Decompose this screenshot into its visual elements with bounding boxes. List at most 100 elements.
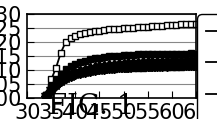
- sample e: [151, 59, 153, 61]
- sample e: [112, 62, 115, 63]
- sample c: [79, 72, 81, 74]
- sample d: [55, 84, 57, 86]
- sample c: [122, 67, 125, 69]
- sample d: [189, 64, 192, 66]
- sample b: [180, 66, 182, 67]
- sample a: [117, 28, 120, 29]
- sample a: [146, 26, 149, 27]
- sample a: [50, 79, 53, 80]
- sample b: [93, 69, 96, 71]
- sample a: [64, 41, 67, 43]
- sample d: [93, 69, 96, 71]
- sample c: [74, 74, 76, 75]
- sample f: [64, 69, 67, 70]
- sample c: [136, 67, 139, 68]
- sample a: [79, 34, 81, 35]
- sample f: [98, 57, 100, 59]
- sample f: [136, 54, 139, 55]
- sample c: [59, 80, 62, 82]
- Text: FIG. 1: FIG. 1: [48, 93, 134, 119]
- sample b: [59, 79, 62, 80]
- sample e: [88, 66, 91, 67]
- sample e: [103, 63, 105, 64]
- sample c: [84, 71, 86, 73]
- sample b: [45, 94, 48, 96]
- sample b: [132, 67, 134, 69]
- sample d: [45, 95, 48, 96]
- sample e: [136, 60, 139, 61]
- sample a: [93, 31, 96, 32]
- sample e: [64, 75, 67, 76]
- sample c: [151, 66, 153, 67]
- sample d: [151, 65, 153, 67]
- sample a: [88, 31, 91, 33]
- sample f: [55, 79, 57, 80]
- sample a: [55, 67, 57, 68]
- sample d: [146, 65, 149, 67]
- sample b: [146, 67, 149, 68]
- sample c: [64, 77, 67, 79]
- sample c: [146, 66, 149, 68]
- sample e: [194, 58, 197, 60]
- sample d: [122, 66, 125, 68]
- sample b: [112, 68, 115, 69]
- sample e: [160, 59, 163, 61]
- sample e: [141, 60, 144, 61]
- sample f: [165, 53, 168, 55]
- sample e: [122, 61, 125, 62]
- sample f: [141, 54, 144, 55]
- sample b: [64, 76, 67, 77]
- sample e: [55, 82, 57, 84]
- sample a: [127, 27, 129, 29]
- sample a: [84, 32, 86, 34]
- sample d: [64, 78, 67, 79]
- sample c: [50, 89, 53, 90]
- sample e: [93, 65, 96, 66]
- sample b: [50, 87, 53, 89]
- sample a: [165, 25, 168, 26]
- Line: sample c: sample c: [41, 61, 200, 100]
- sample e: [175, 59, 177, 60]
- sample f: [189, 53, 192, 54]
- sample f: [93, 58, 96, 59]
- sample a: [112, 28, 115, 30]
- sample b: [55, 82, 57, 84]
- sample f: [160, 53, 163, 55]
- sample b: [165, 66, 168, 68]
- sample a: [141, 26, 144, 28]
- sample b: [151, 67, 153, 68]
- sample c: [103, 69, 105, 70]
- sample b: [189, 66, 192, 67]
- sample b: [175, 66, 177, 67]
- sample e: [98, 64, 100, 65]
- sample b: [79, 71, 81, 73]
- sample f: [112, 55, 115, 57]
- sample e: [74, 70, 76, 71]
- sample d: [84, 71, 86, 72]
- sample f: [107, 56, 110, 57]
- sample c: [180, 65, 182, 67]
- sample b: [194, 66, 197, 67]
- Line: sample b: sample b: [43, 63, 199, 99]
- sample c: [141, 66, 144, 68]
- sample f: [151, 54, 153, 55]
- sample a: [103, 29, 105, 31]
- sample b: [122, 67, 125, 69]
- sample f: [117, 55, 120, 56]
- sample d: [141, 65, 144, 67]
- sample c: [160, 66, 163, 67]
- sample c: [69, 75, 72, 77]
- sample f: [74, 63, 76, 65]
- sample d: [165, 65, 168, 66]
- sample b: [184, 66, 187, 67]
- sample f: [59, 73, 62, 74]
- sample f: [84, 60, 86, 61]
- sample d: [59, 81, 62, 82]
- sample c: [45, 95, 48, 96]
- sample f: [184, 53, 187, 54]
- sample a: [132, 27, 134, 28]
- sample e: [69, 72, 72, 73]
- sample c: [175, 65, 177, 67]
- sample d: [79, 72, 81, 74]
- Line: sample a: sample a: [43, 20, 199, 98]
